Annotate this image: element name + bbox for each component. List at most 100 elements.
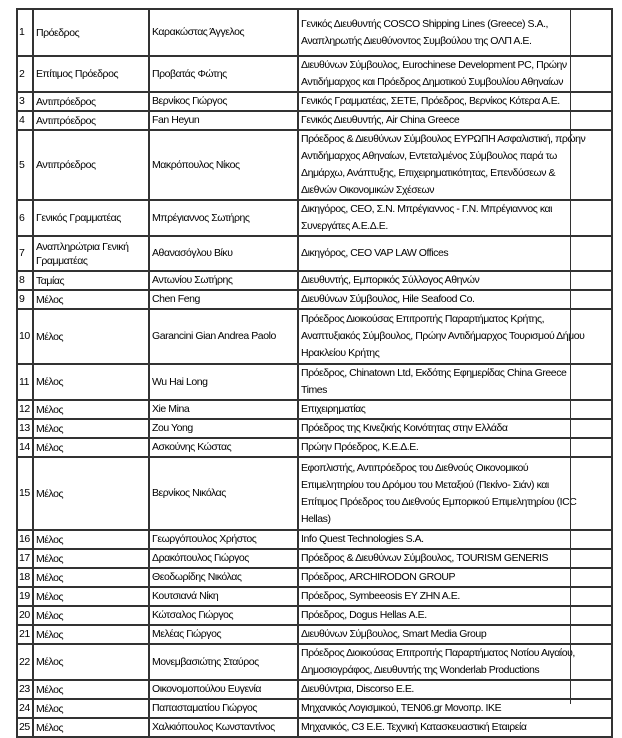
row-number: 18 (16, 567, 34, 588)
member-name: Μπρέγιαννος Σωτήρης (148, 199, 299, 237)
table-row: 10 Μέλος Garancini Gian Andrea Paolo Πρόεδρ… (16, 308, 613, 365)
member-role: Μέλος (32, 363, 150, 401)
row-number: 1 (16, 8, 34, 57)
row-number: 8 (16, 270, 34, 291)
row-number: 19 (16, 586, 34, 607)
member-name: Ασκούνης Κώστας (148, 437, 299, 458)
member-name: Αντωνίου Σωτήρης (148, 270, 299, 291)
member-role: Μέλος (32, 605, 150, 626)
row-number: 21 (16, 624, 34, 645)
member-name: Garancini Gian Andrea Paolo (148, 308, 299, 365)
member-role: Αναπληρώτρια Γενική Γραμματέας (32, 235, 150, 272)
row-number: 2 (16, 55, 34, 93)
member-description: Πρόεδρος, ARCHIRODON GROUP (297, 567, 613, 588)
row-number: 17 (16, 548, 34, 569)
member-name: Κουτσιανά Νίκη (148, 586, 299, 607)
row-number: 15 (16, 456, 34, 531)
member-description: Διευθυντής, Εμπορικός Σύλλογος Αθηνών (297, 270, 613, 291)
member-role: Μέλος (32, 289, 150, 310)
table-row: 9 Μέλος Chen Feng Διευθύνων Σύμβουλος, Hile… (16, 289, 613, 310)
row-number: 4 (16, 110, 34, 131)
member-description: Πρώην Πρόεδρος, Κ.Ε.Δ.Ε. (297, 437, 613, 458)
member-role: Μέλος (32, 679, 150, 700)
member-role: Μέλος (32, 418, 150, 439)
member-name: Wu Hai Long (148, 363, 299, 401)
member-role: Μέλος (32, 529, 150, 550)
table-row: 22 Μέλος Μονεμβασιώτης Σταύρος Πρόεδρος Διο… (16, 643, 613, 681)
table-row: 1 Πρόεδρος Καρακώστας Άγγελος Γενικός Διευθ… (16, 8, 613, 57)
member-description: Μηχανικός Λογισμικού, TEN06.gr Μονοπρ. Ι… (297, 698, 613, 719)
member-description: Γενικός Διευθυντής COSCO Shipping Lines … (297, 8, 613, 57)
member-description: Διευθύνων Σύμβουλος, Hile Seafood Co. (297, 289, 613, 310)
member-name: Chen Feng (148, 289, 299, 310)
member-description: Δικηγόρος, CEO, Σ.Ν. Μπρέγιαννος - Γ.Ν. … (297, 199, 613, 237)
member-name: Fan Heyun (148, 110, 299, 131)
member-role: Μέλος (32, 437, 150, 458)
member-name: Μονεμβασιώτης Σταύρος (148, 643, 299, 681)
member-description: Info Quest Technologies S.A. (297, 529, 613, 550)
member-role: Μέλος (32, 308, 150, 365)
table-row: 15 Μέλος Βερνίκος Νικόλας Εφοπλιστής, Αντιπ… (16, 456, 613, 531)
table-row: 5 Αντιπρόεδρος Μακρόπουλος Νίκος Πρόεδρος &… (16, 129, 613, 201)
row-number: 9 (16, 289, 34, 310)
row-number: 11 (16, 363, 34, 401)
member-description: Πρόεδρος της Κινεζικής Κοινότητας στην Ε… (297, 418, 613, 439)
member-name: Zou Yong (148, 418, 299, 439)
member-role: Μέλος (32, 643, 150, 681)
member-description: Πρόεδρος & Διευθύνων Σύμβουλος, TOURISM … (297, 548, 613, 569)
table-row: 2 Επίτιμος Πρόεδρος Προβατάς Φώτης Διευθύνω… (16, 55, 613, 93)
row-number: 6 (16, 199, 34, 237)
table-row: 13 Μέλος Zou Yong Πρόεδρος της Κινεζικής Κο… (16, 418, 613, 439)
member-role: Μέλος (32, 586, 150, 607)
member-role: Ταμίας (32, 270, 150, 291)
member-name: Προβατάς Φώτης (148, 55, 299, 93)
member-name: Μελέας Γιώργος (148, 624, 299, 645)
row-number: 16 (16, 529, 34, 550)
member-description: Πρόεδρος Διοικούσας Επιτροπής Παραρτήματ… (297, 308, 613, 365)
member-role: Επίτιμος Πρόεδρος (32, 55, 150, 93)
member-name: Αθανασόγλου Βίκυ (148, 235, 299, 272)
table-row: 3 Αντιπρόεδρος Βερνίκος Γιώργος Γενικός Γρα… (16, 91, 613, 112)
member-description: Διευθύνων Σύμβουλος, Eurochinese Develop… (297, 55, 613, 93)
member-role: Πρόεδρος (32, 8, 150, 57)
member-role: Αντιπρόεδρος (32, 91, 150, 112)
table-row: 24 Μέλος Παπασταματίου Γιώργος Μηχανικός Λο… (16, 698, 613, 719)
table-row: 21 Μέλος Μελέας Γιώργος Διευθύνων Σύμβουλος… (16, 624, 613, 645)
table-row: 20 Μέλος Κώτσαλος Γιώργος Πρόεδρος, Dogus H… (16, 605, 613, 626)
member-name: Βερνίκος Γιώργος (148, 91, 299, 112)
member-description: Πρόεδρος, Dogus Hellas Α.Ε. (297, 605, 613, 626)
table-row: 8 Ταμίας Αντωνίου Σωτήρης Διευθυντής, Εμπορ… (16, 270, 613, 291)
member-role: Μέλος (32, 548, 150, 569)
member-description: Εφοπλιστής, Αντιπρόεδρος του Διεθνούς Οι… (297, 456, 613, 531)
member-description: Πρόεδρος & Διευθύνων Σύμβουλος ΕΥΡΩΠΗ Ασ… (297, 129, 613, 201)
member-name: Οικονομοπούλου Ευγενία (148, 679, 299, 700)
member-role: Μέλος (32, 567, 150, 588)
table-row: 12 Μέλος Xie Mina Επιχειρηματίας (16, 399, 613, 420)
row-number: 12 (16, 399, 34, 420)
board-members-table: 1 Πρόεδρος Καρακώστας Άγγελος Γενικός Διευθ… (16, 8, 613, 738)
table-row: 4 Αντιπρόεδρος Fan Heyun Γενικός Διευθυντής… (16, 110, 613, 131)
row-number: 13 (16, 418, 34, 439)
column-divider (570, 8, 571, 704)
member-description: Διευθύντρια, Discorso Ε.Ε. (297, 679, 613, 700)
member-name: Βερνίκος Νικόλας (148, 456, 299, 531)
row-number: 24 (16, 698, 34, 719)
table-row: 19 Μέλος Κουτσιανά Νίκη Πρόεδρος, Symbeeosi… (16, 586, 613, 607)
member-role: Μέλος (32, 399, 150, 420)
member-name: Γεωργόπουλος Χρήστος (148, 529, 299, 550)
member-description: Διευθύνων Σύμβουλος, Smart Media Group (297, 624, 613, 645)
table-row: 6 Γενικός Γραμματέας Μπρέγιαννος Σωτήρης Δι… (16, 199, 613, 237)
table-row: 18 Μέλος Θεοδωρίδης Νικόλας Πρόεδρος, ARCHI… (16, 567, 613, 588)
row-number: 22 (16, 643, 34, 681)
row-number: 5 (16, 129, 34, 201)
member-role: Μέλος (32, 698, 150, 719)
member-role: Μέλος (32, 624, 150, 645)
table-row: 17 Μέλος Δρακόπουλος Γιώργος Πρόεδρος & Διε… (16, 548, 613, 569)
member-name: Xie Mina (148, 399, 299, 420)
member-description: Πρόεδρος, Chinatown Ltd, Εκδότης Εφημερί… (297, 363, 613, 401)
member-description: Επιχειρηματίας (297, 399, 613, 420)
row-number: 7 (16, 235, 34, 272)
member-role: Μέλος (32, 456, 150, 531)
row-number: 23 (16, 679, 34, 700)
member-name: Δρακόπουλος Γιώργος (148, 548, 299, 569)
